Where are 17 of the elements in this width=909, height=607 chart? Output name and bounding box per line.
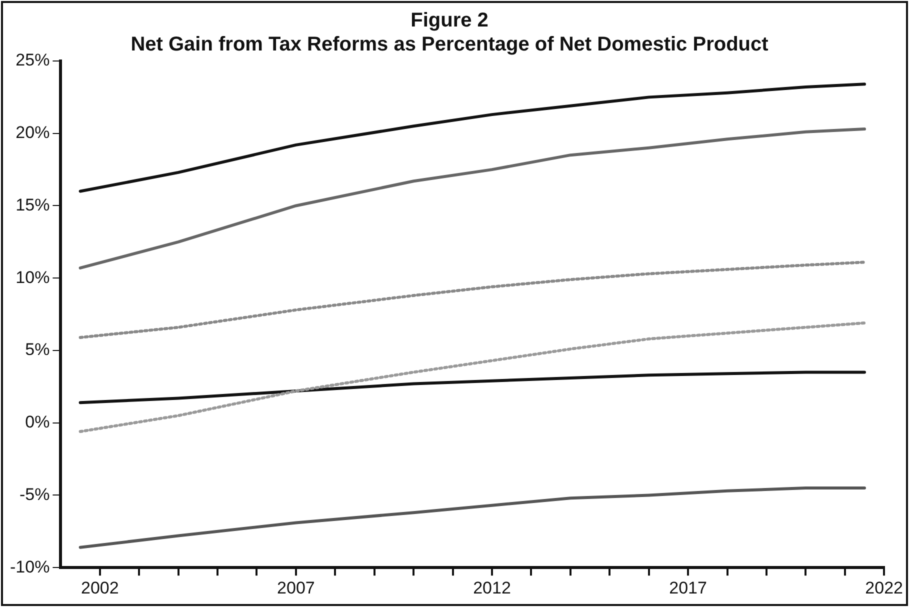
y-tick-label: 0% [25, 412, 50, 432]
x-tick-label: 2002 [80, 578, 119, 598]
y-tick-label: -5% [19, 484, 50, 504]
line-series [78, 260, 866, 339]
y-tick-label: 10% [16, 268, 50, 287]
x-tick-label: 2017 [669, 578, 707, 598]
line-series [78, 321, 866, 434]
y-tick-label: 15% [16, 195, 50, 214]
x-tick-label: 2012 [473, 578, 511, 598]
x-tick-label: 2022 [865, 578, 904, 598]
chart-title: Figure 2 [410, 10, 488, 32]
y-tick-label: 5% [25, 340, 50, 360]
y-tick-label: 20% [16, 123, 50, 142]
y-tick-label: -10% [10, 557, 50, 576]
x-tick-label: 2007 [277, 578, 315, 598]
chart-subtitle: Net Gain from Tax Reforms as Percentage of Net Domestic Product [130, 34, 769, 56]
y-tick-label: 25% [16, 50, 50, 70]
